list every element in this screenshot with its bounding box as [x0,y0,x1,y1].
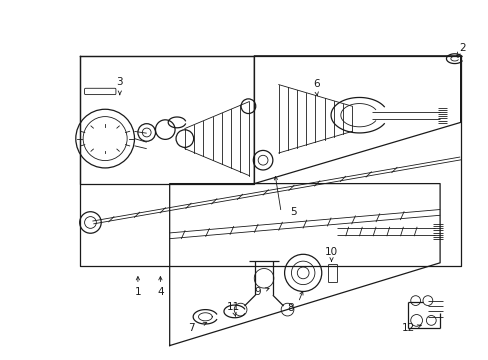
Text: 2: 2 [458,42,465,53]
Text: 3: 3 [116,77,123,87]
Text: 9: 9 [254,287,261,297]
Text: 7: 7 [188,323,195,333]
Text: 10: 10 [325,247,337,257]
Text: 8: 8 [287,303,294,313]
Text: 11: 11 [226,302,240,312]
Text: 5: 5 [289,207,296,217]
Text: 6: 6 [313,78,320,89]
Text: 4: 4 [157,287,163,297]
Text: 12: 12 [401,323,415,333]
Text: 1: 1 [134,287,141,297]
